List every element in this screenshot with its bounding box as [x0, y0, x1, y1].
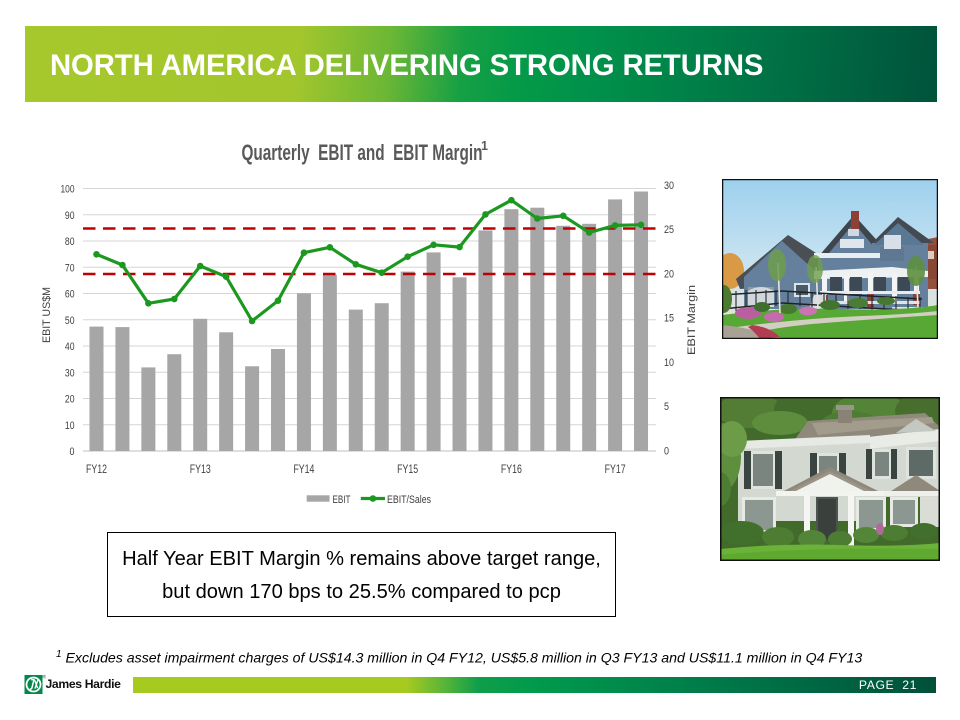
svg-text:Quarterly EBIT and EBIT Marg: Quarterly EBIT and EBIT Margin [242, 140, 483, 165]
svg-text:10: 10 [664, 357, 674, 369]
svg-text:25: 25 [664, 224, 674, 236]
svg-text:5: 5 [664, 401, 669, 413]
svg-text:0: 0 [664, 445, 669, 457]
svg-text:50: 50 [65, 315, 75, 327]
svg-text:FY12: FY12 [86, 464, 107, 476]
svg-text:40: 40 [65, 341, 75, 353]
svg-text:1: 1 [481, 139, 488, 153]
svg-text:15: 15 [664, 313, 674, 325]
svg-text:100: 100 [61, 184, 75, 196]
svg-text:FY16: FY16 [501, 464, 522, 476]
svg-text:EBIT: EBIT [333, 494, 351, 506]
svg-text:10: 10 [65, 420, 75, 432]
svg-text:EBIT/Sales: EBIT/Sales [387, 494, 431, 506]
svg-text:20: 20 [664, 268, 674, 280]
svg-text:30: 30 [65, 367, 75, 379]
svg-text:FY14: FY14 [293, 464, 314, 476]
svg-text:®: ® [43, 675, 46, 681]
svg-text:0: 0 [70, 446, 75, 458]
svg-text:20: 20 [65, 394, 75, 406]
svg-text:60: 60 [65, 289, 75, 301]
svg-text:70: 70 [65, 262, 75, 274]
svg-text:90: 90 [65, 210, 75, 222]
svg-text:FY15: FY15 [397, 464, 418, 476]
svg-text:EBIT Margin: EBIT Margin [686, 285, 698, 355]
svg-text:FY17: FY17 [605, 464, 626, 476]
svg-text:30: 30 [664, 180, 674, 192]
svg-text:80: 80 [65, 236, 75, 248]
svg-text:FY13: FY13 [190, 464, 211, 476]
svg-text:EBIT US$M: EBIT US$M [41, 287, 53, 343]
